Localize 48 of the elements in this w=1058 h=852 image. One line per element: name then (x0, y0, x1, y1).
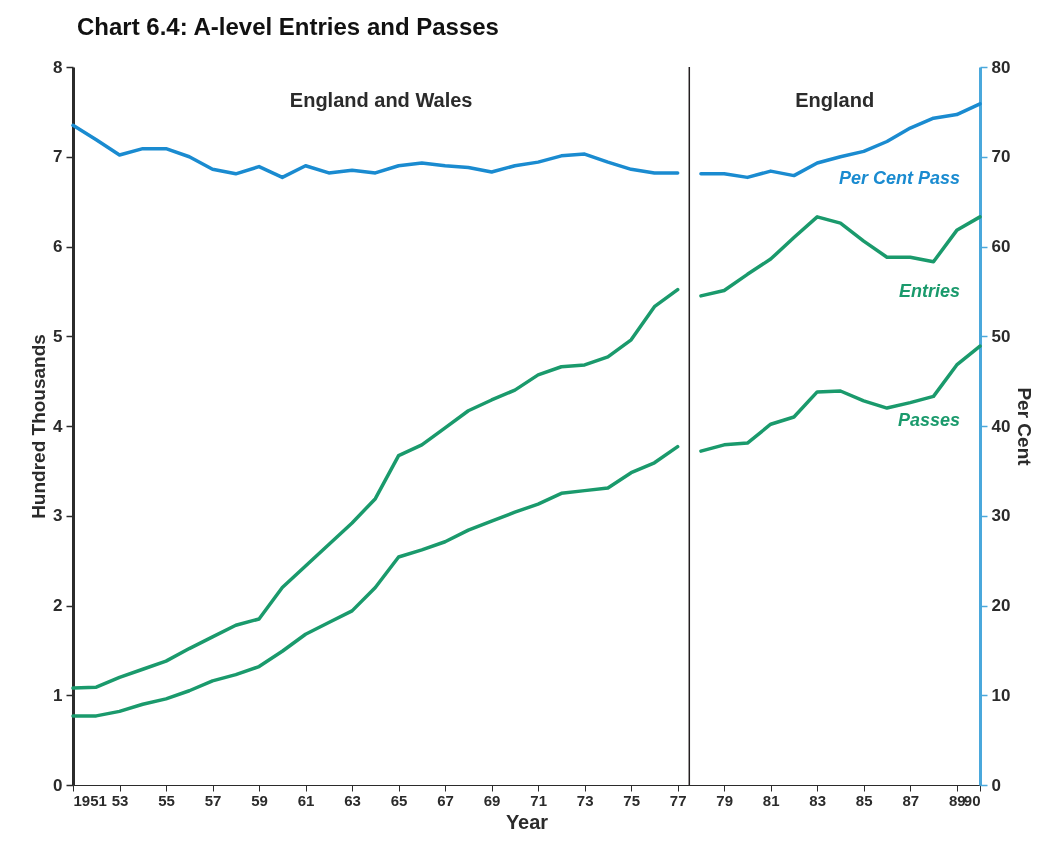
y2-tick-label: 50 (991, 326, 1011, 346)
y-tick-label: 0 (53, 775, 63, 795)
x-tick-label: 63 (344, 791, 361, 809)
y2-tick-label: 10 (991, 685, 1011, 705)
y2-tick-label: 0 (991, 775, 1001, 795)
y2-axis-title: Per Cent (1014, 387, 1036, 467)
y2-tick-label: 20 (991, 596, 1011, 615)
y-axis-title: Hundred Thousands (28, 334, 50, 519)
y-tick-label: 3 (53, 506, 63, 526)
x-tick-label: 61 (297, 791, 315, 809)
y2-tick-label: 30 (991, 506, 1011, 526)
x-tick-label: 83 (809, 791, 827, 809)
y2-tick-label: 70 (991, 147, 1011, 167)
y-tick-label: 5 (53, 326, 63, 346)
x-tick-label: 85 (855, 791, 873, 809)
y2-tick-label: 40 (991, 416, 1011, 436)
x-tick-label: 69 (483, 791, 501, 809)
x-tick-label: 90 (963, 791, 981, 809)
y-tick-label: 7 (53, 147, 63, 167)
y-tick-label: 8 (53, 57, 63, 77)
y2-tick-label: 60 (991, 237, 1011, 256)
series-label: Passes (897, 410, 960, 431)
x-tick-label: 55 (158, 791, 175, 809)
y-tick-label: 4 (53, 416, 64, 436)
annotation: England and Wales (289, 89, 473, 111)
x-tick-label: 77 (669, 791, 687, 809)
x-axis-title: Year (505, 810, 549, 833)
series-label: Per Cent Pass (838, 167, 960, 188)
y2-tick-label: 80 (991, 57, 1011, 77)
x-tick-label: 87 (902, 791, 920, 809)
x-tick-label: 65 (390, 791, 408, 809)
x-tick-label: 81 (762, 791, 780, 809)
annotation: England (795, 89, 875, 111)
y-tick-label: 1 (53, 685, 63, 705)
x-tick-label: 73 (576, 791, 594, 809)
x-tick-label: 67 (437, 791, 454, 809)
y-tick-label: 6 (53, 237, 63, 256)
x-tick-label: 79 (716, 791, 734, 809)
x-tick-label: 75 (623, 791, 640, 809)
x-tick-label: 53 (111, 791, 129, 809)
chart-title: Chart 6.4: A-level Entries and Passes (77, 13, 499, 40)
y-tick-label: 2 (53, 596, 63, 615)
series-label: Entries (898, 280, 960, 301)
x-tick-label: 71 (530, 791, 547, 809)
x-tick-label: 57 (204, 791, 222, 809)
x-tick-label: 89 (948, 791, 966, 809)
x-tick-label: 1951 (73, 791, 107, 809)
x-tick-label: 59 (251, 791, 268, 809)
